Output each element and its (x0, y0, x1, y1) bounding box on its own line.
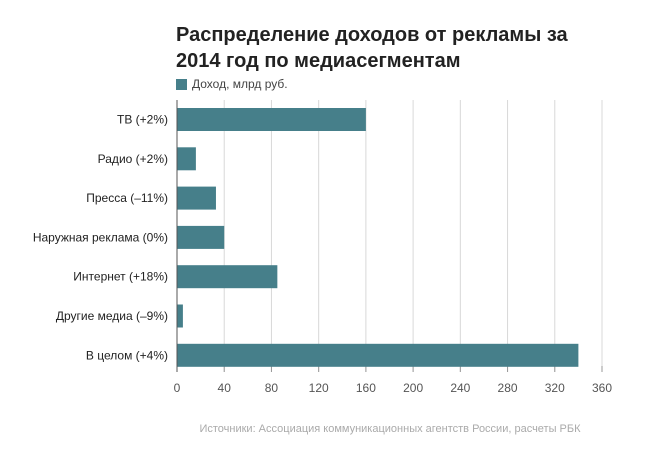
bar (177, 186, 216, 210)
bar (177, 225, 225, 249)
x-tick-label: 280 (498, 381, 518, 395)
x-tick-label: 0 (174, 381, 181, 395)
category-label: Другие медиа (–9%) (56, 309, 168, 323)
chart-title: Распределение доходов от рекламы за 2014… (176, 22, 616, 74)
x-tick-label: 80 (265, 381, 279, 395)
category-label: Интернет (+18%) (73, 270, 168, 284)
bar (177, 343, 579, 367)
legend-label: Доход, млрд руб. (192, 77, 288, 91)
bar (177, 304, 183, 328)
x-tick-label: 120 (309, 381, 329, 395)
x-tick-label: 240 (450, 381, 470, 395)
category-label: Пресса (–11%) (86, 191, 168, 205)
bar (177, 108, 366, 131)
x-tick-label: 200 (403, 381, 423, 395)
x-tick-label: 320 (545, 381, 565, 395)
category-label: Наружная реклама (0%) (33, 230, 168, 244)
bar (177, 265, 278, 289)
legend: Доход, млрд руб. (176, 77, 288, 91)
x-tick-label: 360 (592, 381, 612, 395)
bar (177, 147, 196, 171)
category-label: Радио (+2%) (98, 152, 168, 166)
x-tick-label: 160 (356, 381, 376, 395)
x-tick-label: 40 (218, 381, 232, 395)
chart-title-line-1: Распределение доходов от рекламы за (176, 24, 568, 46)
chart-title-line-2: 2014 год по медиасегментам (176, 50, 461, 72)
category-label: В целом (+4%) (86, 348, 168, 362)
source-note: Источники: Ассоциация коммуникационных а… (199, 423, 581, 435)
category-label: ТВ (+2%) (117, 113, 168, 127)
legend-swatch (176, 78, 187, 90)
